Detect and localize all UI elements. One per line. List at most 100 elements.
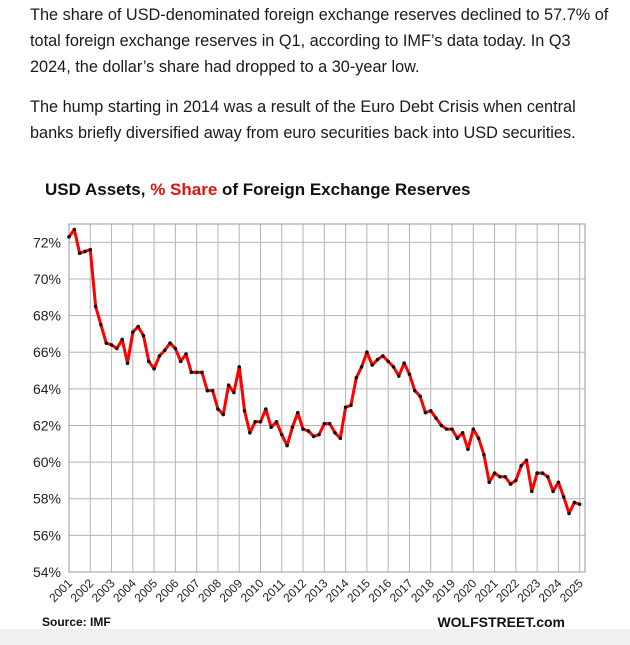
data-point (67, 235, 71, 239)
data-point (514, 478, 518, 483)
chart-title-suffix: of Foreign Exchange Reserves (217, 180, 471, 199)
data-point (125, 361, 130, 365)
data-point (545, 474, 550, 479)
data-point (487, 480, 492, 485)
data-point (306, 429, 311, 433)
data-point (524, 458, 529, 463)
article-text: The share of USD-denominated foreign exc… (30, 2, 615, 160)
data-point (317, 432, 321, 437)
chart-title-accent: % Share (150, 180, 218, 199)
data-point (359, 365, 364, 369)
data-point (157, 354, 162, 358)
data-point (162, 348, 167, 353)
data-point (375, 357, 380, 362)
data-point (455, 436, 460, 441)
data-point (519, 463, 523, 468)
data-point (184, 352, 188, 356)
data-point (577, 502, 582, 507)
data-point (194, 370, 199, 375)
y-tick-label: 54% (33, 564, 61, 580)
data-point (221, 412, 226, 417)
data-point (530, 489, 534, 494)
data-point (418, 394, 422, 398)
data-point (444, 427, 449, 431)
data-point (93, 304, 98, 309)
data-point (561, 495, 566, 499)
data-point (120, 337, 124, 342)
data-point (322, 421, 327, 426)
data-point (492, 471, 497, 475)
data-point (434, 416, 438, 420)
data-point (476, 436, 481, 441)
x-tick-label: 2025 (557, 576, 586, 605)
data-point (460, 431, 465, 435)
data-point (109, 343, 114, 347)
data-point (471, 427, 476, 431)
data-point (391, 365, 396, 369)
footer-bar (0, 629, 630, 645)
data-point (386, 359, 390, 364)
data-point (556, 480, 561, 485)
data-point (439, 423, 444, 428)
data-point (412, 388, 417, 393)
article-paragraph-2: The hump starting in 2014 was a result o… (30, 98, 576, 142)
data-point (290, 425, 295, 430)
data-point (370, 363, 375, 367)
data-point (343, 405, 348, 409)
data-point (535, 471, 539, 475)
data-point (365, 350, 369, 355)
source-label: Source: IMF (42, 615, 111, 629)
data-point (264, 407, 268, 411)
plot-frame (68, 223, 586, 573)
data-point (508, 482, 513, 486)
data-point (285, 443, 289, 448)
y-tick-label: 68% (33, 308, 61, 324)
data-point (466, 447, 470, 452)
data-point (226, 383, 231, 387)
data-point (189, 370, 194, 375)
data-point (237, 365, 242, 369)
article-paragraph-1: The share of USD-denominated foreign exc… (30, 6, 609, 76)
data-point (498, 474, 502, 479)
data-point (232, 390, 236, 395)
y-tick-label: 56% (33, 527, 61, 543)
data-point (88, 247, 93, 252)
data-point (83, 249, 87, 254)
y-tick-label: 64% (33, 381, 61, 397)
data-point (136, 324, 140, 329)
data-point (295, 410, 300, 415)
data-point (99, 322, 103, 327)
data-point (540, 471, 545, 475)
data-point (327, 421, 332, 426)
data-point (397, 374, 401, 378)
data-point (402, 361, 406, 365)
data-point (205, 388, 210, 393)
data-point (279, 432, 284, 437)
data-point (381, 354, 385, 358)
data-point (248, 431, 252, 435)
data-point (115, 346, 119, 351)
data-point (333, 431, 337, 435)
y-tick-label: 70% (33, 271, 61, 287)
data-point (141, 333, 146, 338)
data-point (131, 330, 135, 334)
y-tick-label: 72% (33, 234, 61, 250)
y-tick-label: 62% (33, 417, 61, 433)
data-point (258, 420, 263, 424)
data-point (423, 410, 428, 415)
data-point (269, 425, 273, 430)
data-point (301, 427, 305, 431)
data-point (77, 251, 82, 256)
data-point (407, 372, 412, 376)
y-tick-label: 66% (33, 344, 61, 360)
chart-svg: 54%56%58%60%62%64%66%68%70%72%2001200220… (33, 223, 586, 630)
data-point (152, 366, 156, 371)
data-point (274, 420, 279, 424)
data-point (242, 409, 247, 413)
data-point (210, 388, 215, 393)
chart-panel: USD Assets, % Share of Foreign Exchange … (0, 168, 620, 645)
data-point (200, 370, 204, 375)
chart-title-prefix: USD Assets, (45, 180, 151, 199)
data-point (178, 359, 183, 364)
data-point (173, 346, 178, 351)
